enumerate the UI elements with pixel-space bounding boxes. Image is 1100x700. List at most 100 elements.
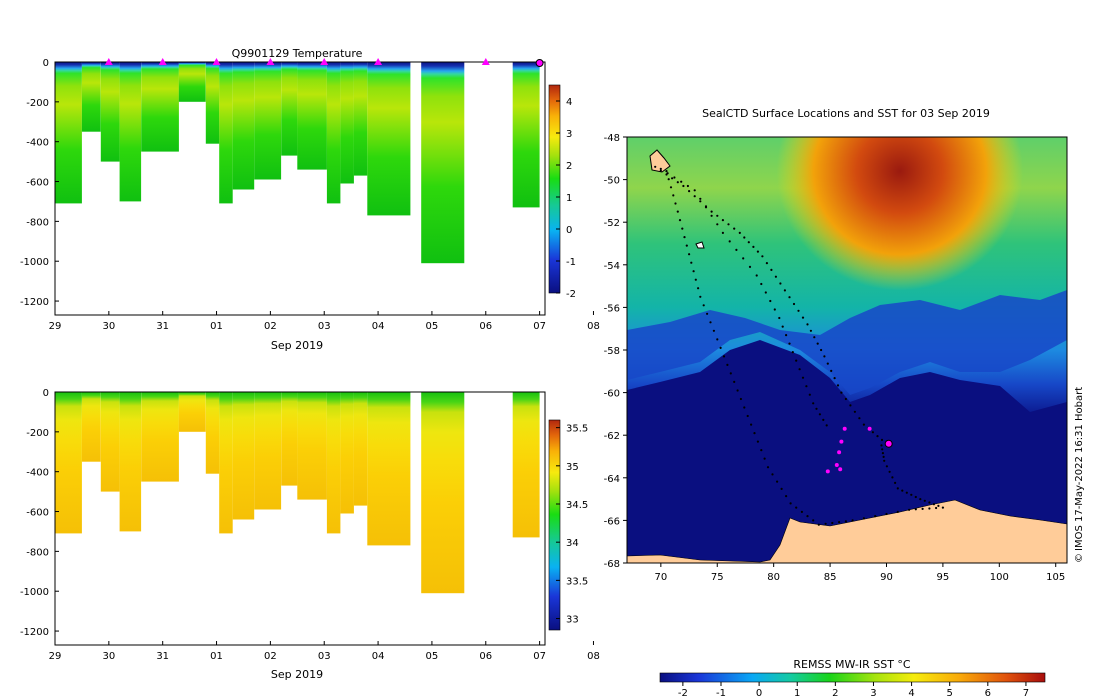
section-profile-column [512,62,540,208]
track-point [680,180,683,183]
antarctica-land [627,499,1067,563]
track-point [746,414,749,418]
seal-track [654,165,945,526]
sst-colorbar-tick-label: -1 [716,688,726,699]
section-profile-column [340,392,354,514]
x-tick-label: 06 [479,651,492,662]
sst-front [627,290,1067,395]
track-point [669,186,673,189]
section-profile-column [254,62,282,180]
track-point [831,521,834,525]
y-tick-label: -800 [26,547,49,558]
track-point [881,452,885,455]
track-point [914,508,917,511]
y-tick-label: -1200 [20,297,49,308]
sst-colorbar-tick-label: -2 [678,688,688,699]
salinity-colorbar [548,419,561,631]
track-point [896,510,899,513]
temperature-colorbar-ticks: 4 3 2 1 0 -1 -2 [556,97,576,300]
profile-marker [212,58,221,65]
temperature-section-data [55,62,540,264]
section-profile-column [100,62,120,162]
track-point [690,261,693,264]
section-profile-column [421,62,465,264]
map-x-tick-label: 105 [1046,572,1065,583]
section-profile-column [353,62,368,176]
salinity-section-data [55,392,540,594]
recent-position-point [834,463,839,467]
track-point [710,210,713,213]
track-point [671,177,674,180]
track-point [760,282,763,286]
track-point [760,449,763,452]
track-point [697,287,700,290]
track-point [791,351,794,354]
section-profile-column [281,392,298,486]
salinity-y-ticks: 0 -200 -400 -600 -800 -1000 -1200 [20,388,59,638]
map-x-tick-label: 85 [824,572,837,583]
section-profile-column [512,392,540,538]
track-point [853,410,857,413]
track-point [795,506,798,509]
x-tick-label: 04 [372,651,385,662]
colorbar-tick-label: 35 [566,462,579,473]
track-point [672,194,675,197]
current-position-marker [884,439,893,448]
track-point [688,190,691,193]
track-point [673,176,676,179]
x-tick-label: 02 [264,651,277,662]
heard-island [695,241,705,249]
temperature-x-label: Sep 2019 [271,339,323,352]
track-point [773,308,776,311]
track-point [750,423,753,426]
sst-colorbar-tick-label: 1 [794,688,800,699]
track-point [659,167,662,170]
track-point [756,250,760,253]
track-point [761,255,764,258]
colorbar-tick-label: 0 [566,225,572,236]
map-y-tick-label: -52 [604,218,620,229]
section-profile-column [178,392,206,432]
track-point [733,380,736,383]
track-point [862,517,866,520]
track-point [699,197,702,200]
track-point [817,523,820,526]
map-y-tick-label: -68 [604,559,620,570]
y-tick-label: -400 [26,468,49,479]
track-point [694,278,697,281]
track-point [935,506,938,510]
sst-colorbar-tick-label: 7 [1023,688,1029,699]
track-point [894,481,897,484]
colorbar-tick-label: 35.5 [566,424,588,435]
colorbar-tick-label: 33.5 [566,576,588,587]
colorbar-tick-label: 33 [566,615,579,626]
track-point [721,231,725,234]
map-y-tick-label: -58 [604,346,620,357]
x-tick-label: 30 [102,651,115,662]
track-point [813,336,816,339]
track-point [905,491,908,494]
section-profile-column [232,62,255,190]
track-point [682,184,685,188]
track-point [798,368,801,371]
track-point [753,432,756,435]
track-point [885,465,889,468]
sst-colorbar-label: REMSS MW-IR SST °C [793,658,911,671]
recent-position-point [842,426,847,431]
track-point [820,348,823,352]
track-point [692,270,695,273]
track-point [654,165,657,168]
track-point [770,268,773,271]
x-tick-label: 01 [210,651,223,662]
track-point [932,503,936,506]
track-point [699,295,702,298]
track-point [851,519,854,522]
sst-colorbar-tick-label: 6 [985,688,991,699]
track-point [755,274,758,277]
sst-colorbar-tick-label: 4 [908,688,914,699]
track-point [778,316,781,320]
track-point [774,275,778,278]
x-tick-label: 05 [426,651,439,662]
section-profile-column [340,62,354,184]
salinity-panel: 29 30 31 01 02 03 04 05 06 07 08 0 -200 -400 -600 -800… [20,388,600,681]
